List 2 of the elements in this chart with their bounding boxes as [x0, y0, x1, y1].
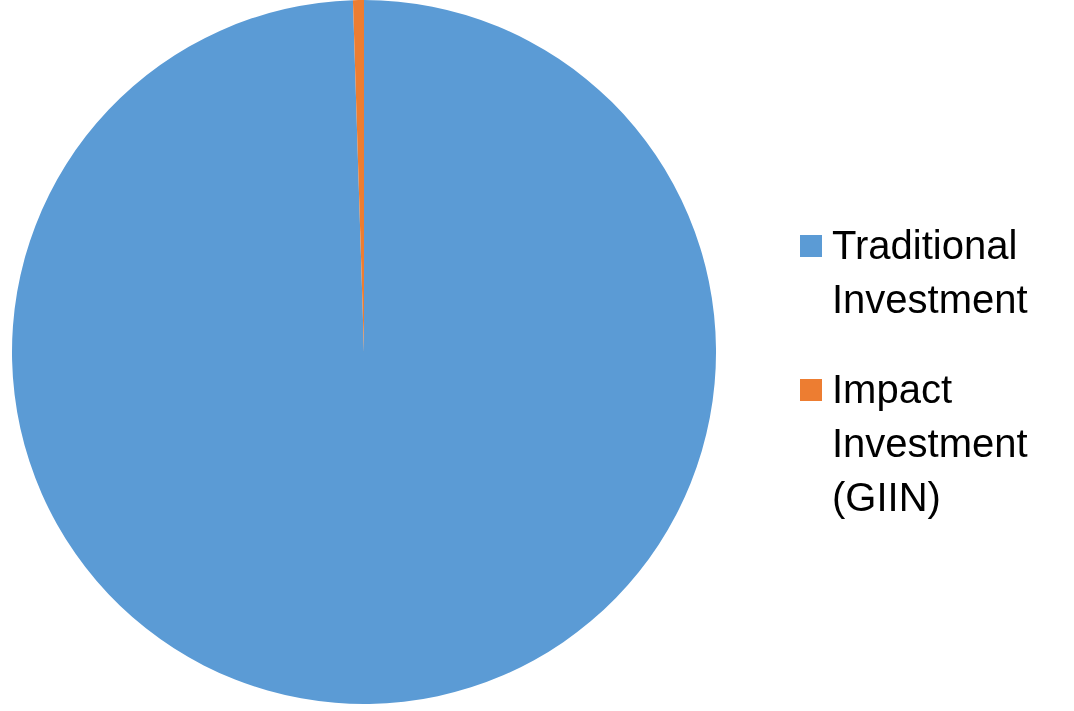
legend-label: Traditional Investment [832, 221, 1029, 323]
legend-label: Impact Investment (GIIN) [832, 365, 1029, 521]
